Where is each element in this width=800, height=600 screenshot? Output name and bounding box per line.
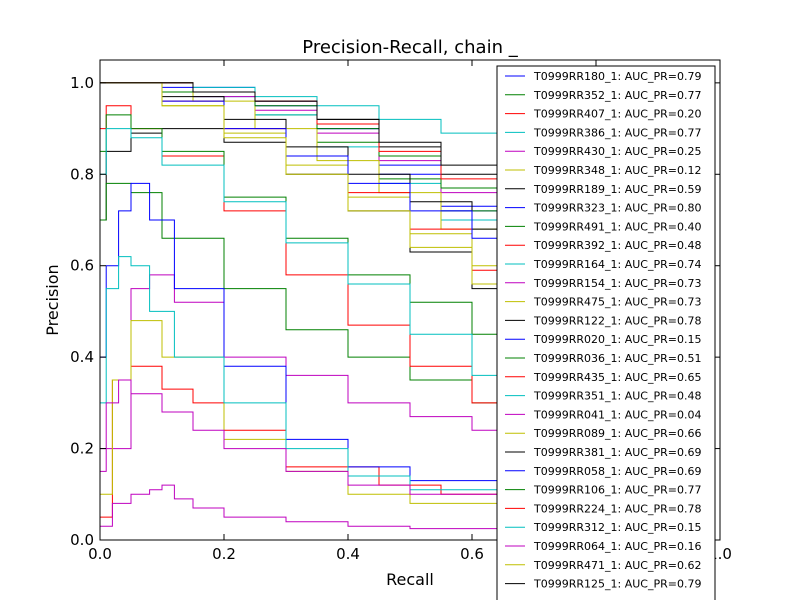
series-line-16 bbox=[100, 114, 504, 358]
tick-layer: 0.00.20.40.60.81.00.00.20.40.60.81.0 bbox=[70, 60, 732, 563]
legend-label: T0999RR036_1: AUC_PR=0.51 bbox=[533, 352, 701, 365]
legend-label: T0999RR471_1: AUC_PR=0.62 bbox=[533, 559, 701, 572]
legend-label: T0999RR020_1: AUC_PR=0.15 bbox=[533, 333, 701, 346]
legend-box bbox=[496, 65, 716, 600]
y-tick-label: 0.2 bbox=[70, 440, 94, 458]
legend-label: T0999RR312_1: AUC_PR=0.15 bbox=[533, 521, 701, 534]
y-tick-label: 0.4 bbox=[70, 348, 94, 366]
legend-label: T0999RR491_1: AUC_PR=0.40 bbox=[533, 220, 701, 233]
y-tick-label: 0.6 bbox=[70, 257, 94, 275]
series-line-28 bbox=[100, 82, 504, 184]
series-line-15 bbox=[100, 182, 504, 495]
legend-label: T0999RR041_1: AUC_PR=0.04 bbox=[533, 408, 701, 421]
legend-label: T0999RR475_1: AUC_PR=0.73 bbox=[533, 296, 701, 309]
legend-label: T0999RR089_1: AUC_PR=0.66 bbox=[533, 427, 701, 440]
legend-label: T0999RR154_1: AUC_PR=0.73 bbox=[533, 277, 701, 290]
y-tick-label: 0.8 bbox=[70, 165, 94, 183]
legend-label: T0999RR348_1: AUC_PR=0.12 bbox=[533, 164, 701, 177]
legend-label: T0999RR351_1: AUC_PR=0.48 bbox=[533, 390, 701, 403]
legend-label: T0999RR122_1: AUC_PR=0.78 bbox=[533, 314, 701, 327]
series-line-27 bbox=[100, 82, 504, 303]
y-tick-label: 0.0 bbox=[70, 531, 94, 549]
legend-label: T0999RR224_1: AUC_PR=0.78 bbox=[533, 502, 701, 515]
x-tick-label: 0.0 bbox=[88, 545, 112, 563]
legend-label: T0999RR407_1: AUC_PR=0.20 bbox=[533, 108, 701, 121]
series-line-18 bbox=[100, 128, 504, 394]
series-line-25 bbox=[100, 256, 504, 504]
legend: T0999RR180_1: AUC_PR=0.79 T0999RR352_1: A… bbox=[496, 65, 716, 600]
legend-label: T0999RR180_1: AUC_PR=0.79 bbox=[533, 70, 701, 83]
y-axis-label: Precision bbox=[43, 264, 62, 335]
legend-label: T0999RR392_1: AUC_PR=0.48 bbox=[533, 239, 701, 252]
legend-label: T0999RR106_1: AUC_PR=0.77 bbox=[533, 484, 701, 497]
legend-label: T0999RR381_1: AUC_PR=0.69 bbox=[533, 446, 701, 459]
x-tick-label: 0.2 bbox=[212, 545, 236, 563]
series-line-26 bbox=[100, 379, 504, 504]
legend-label: T0999RR189_1: AUC_PR=0.59 bbox=[533, 183, 701, 196]
legend-label: T0999RR352_1: AUC_PR=0.77 bbox=[533, 89, 701, 102]
chart-title: Precision-Recall, chain _ bbox=[302, 37, 518, 58]
legend-label: T0999RR323_1: AUC_PR=0.80 bbox=[533, 202, 701, 215]
legend-label: T0999RR435_1: AUC_PR=0.65 bbox=[533, 371, 701, 384]
legend-label: T0999RR430_1: AUC_PR=0.25 bbox=[533, 145, 701, 158]
series-layer bbox=[100, 82, 504, 531]
legend-label: T0999RR386_1: AUC_PR=0.77 bbox=[533, 126, 701, 139]
series-line-19 bbox=[100, 484, 504, 531]
legend-label: T0999RR164_1: AUC_PR=0.74 bbox=[533, 258, 701, 271]
legend-label: T0999RR064_1: AUC_PR=0.16 bbox=[533, 540, 701, 553]
x-tick-label: 0.6 bbox=[460, 545, 484, 563]
plot-frame bbox=[99, 59, 721, 541]
x-axis-label: Recall bbox=[386, 570, 434, 589]
legend-label: T0999RR125_1: AUC_PR=0.79 bbox=[533, 578, 701, 591]
legend-label: T0999RR058_1: AUC_PR=0.69 bbox=[533, 465, 701, 478]
y-tick-label: 1.0 bbox=[70, 74, 94, 92]
x-tick-label: 0.4 bbox=[336, 545, 360, 563]
